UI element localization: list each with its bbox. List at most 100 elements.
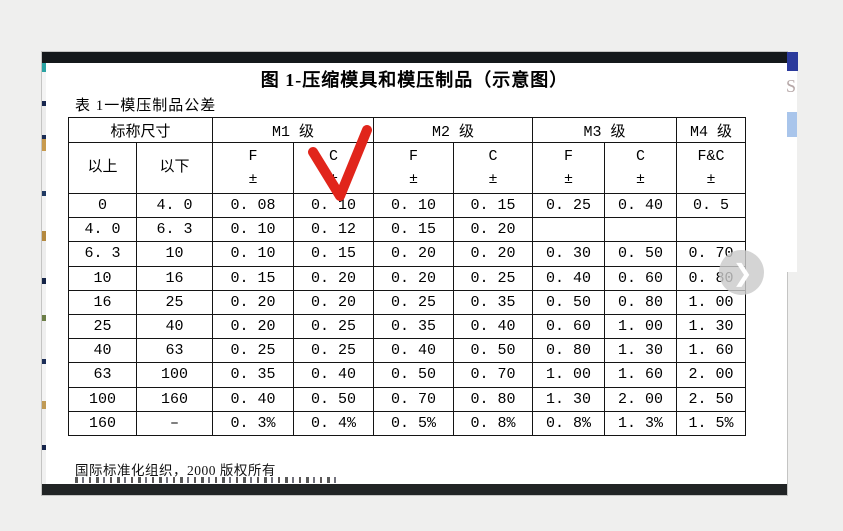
table-cell: 0. 20: [212, 289, 294, 315]
plus-minus-sign: ±: [563, 171, 573, 188]
table-cell: 0. 20: [453, 217, 533, 243]
table-cell: 0. 60: [604, 265, 677, 291]
table-cell: 0. 12: [293, 217, 374, 243]
column-header-cell: F ±: [212, 142, 294, 194]
table-cell: 100: [68, 386, 137, 412]
table-cell: 0. 80: [604, 289, 677, 315]
plus-minus-sign: ±: [328, 171, 338, 188]
left-edge-artifact: [42, 63, 46, 484]
table-cell: 0. 50: [373, 362, 454, 388]
table-cell: 0. 35: [373, 313, 454, 340]
table-cell: 0. 25: [453, 265, 533, 291]
group-header-cell: M2 级: [373, 117, 533, 143]
table-cell: 0. 70: [453, 362, 533, 388]
plus-minus-sign: ±: [488, 171, 498, 188]
table-cell: 0. 10: [212, 217, 294, 243]
table-cell: 0. 70: [373, 386, 454, 412]
table-cell: 63: [68, 362, 137, 388]
table-cell: 100: [136, 362, 213, 388]
column-header-cell: C ±: [453, 142, 533, 194]
table-cell: 0. 10: [293, 192, 374, 219]
document-window: 图 1-压缩模具和模压制品（示意图） 表 1一模压制品公差 标称尺寸 M1 级 M2…: [42, 52, 787, 495]
table-cell: 1. 30: [604, 338, 677, 364]
table-cell: 0. 80: [532, 338, 605, 364]
plus-minus-sign: ±: [248, 171, 258, 188]
table-cell: 0: [68, 192, 137, 219]
table-cell: 40: [68, 338, 137, 364]
table-cell: 4. 0: [136, 192, 213, 219]
table-group-header-row: 标称尺寸 M1 级 M2 级 M3 级 M4 级: [68, 117, 746, 143]
table-cell: 0. 50: [532, 289, 605, 315]
column-label: F: [248, 147, 258, 165]
table-cell: [676, 217, 746, 243]
next-page-button[interactable]: ❯: [719, 250, 764, 295]
table-cell: [532, 217, 605, 243]
group-header-cell: M4 级: [676, 117, 746, 143]
table-cell: 0. 15: [212, 265, 294, 291]
table-cell: 1. 00: [532, 362, 605, 388]
scrollbar-thumb[interactable]: [787, 112, 797, 137]
table-cell: 0. 15: [373, 217, 454, 243]
column-label: 以上: [87, 159, 118, 176]
table-cell: 0. 25: [293, 313, 374, 340]
table-cell: 1. 00: [604, 313, 677, 340]
table-cell: 160: [68, 410, 137, 436]
table-cell: 0. 5%: [373, 410, 454, 436]
table-cell: 0. 20: [373, 241, 454, 267]
table-cell: 0. 35: [453, 289, 533, 315]
table-cell: 0. 10: [373, 192, 454, 219]
table-cell: 0. 25: [212, 338, 294, 364]
table-row: 40 63 0. 25 0. 25 0. 40 0. 50 0. 80 1. 30 1. 60: [68, 338, 746, 364]
table-cell: 0. 35: [212, 362, 294, 388]
table-cell: [604, 217, 677, 243]
table-row: 100 160 0. 40 0. 50 0. 70 0. 80 1. 30 2. 00 2. 5…: [68, 386, 746, 412]
table-row: 16 25 0. 20 0. 20 0. 25 0. 35 0. 50 0. 80 1. 00: [68, 289, 746, 315]
table-row: 160–0. 3% 0. 4% 0. 5% 0. 8% 0. 8% 1. 3% 1. 5%: [68, 410, 746, 436]
table-cell: 4. 0: [68, 217, 137, 243]
table-row: 63 100 0. 35 0. 40 0. 50 0. 70 1. 00 1. 60 2. 00: [68, 362, 746, 388]
table-cell: 6. 3: [136, 217, 213, 243]
column-header-cell: F&C ±: [676, 142, 746, 194]
ghost-letter: S: [786, 76, 797, 96]
plus-minus-sign: ±: [635, 171, 645, 188]
table-cell: 0. 15: [293, 241, 374, 267]
table-cell: 2. 00: [676, 362, 746, 388]
table-cell: 0. 8%: [532, 410, 605, 436]
column-label: F: [408, 147, 418, 165]
table-cell: 0. 8%: [453, 410, 533, 436]
table-cell: 6. 3: [68, 241, 137, 267]
group-header-cell: M1 级: [212, 117, 374, 143]
table-row: 4. 0 6. 3 0. 10 0. 12 0. 15 0. 20: [68, 217, 746, 243]
table-row: 10 16 0. 15 0. 20 0. 20 0. 25 0. 40 0. 60 0. 80: [68, 265, 746, 291]
clipped-text-line: [75, 477, 337, 483]
scrollbar-track[interactable]: [787, 52, 797, 272]
table-cell: 0. 3%: [212, 410, 294, 436]
table-cell: 1. 3%: [604, 410, 677, 436]
copyright-footer: 国际标准化组织，2000 版权所有: [75, 463, 276, 478]
table-cell: 0. 15: [453, 192, 533, 219]
table-cell: 0. 25: [532, 192, 605, 219]
document-page: 图 1-压缩模具和模压制品（示意图） 表 1一模压制品公差 标称尺寸 M1 级 M2…: [42, 63, 787, 484]
table-cell: 0. 40: [373, 338, 454, 364]
table-cell: 0. 20: [212, 313, 294, 340]
table-cell: 0. 40: [293, 362, 374, 388]
table-cell: 0. 50: [604, 241, 677, 267]
window-bottom-bar: [42, 484, 787, 495]
table-cell: 160: [136, 386, 213, 412]
column-label: F: [563, 147, 573, 165]
tolerance-table: 标称尺寸 M1 级 M2 级 M3 级 M4 级 以上 以下 F ± C ± F ± C ± F ± C ± F&C…: [68, 117, 746, 436]
table-cell: 0. 4%: [293, 410, 374, 436]
table-cell: 40: [136, 313, 213, 340]
table-row: 6. 3 10 0. 10 0. 15 0. 20 0. 20 0. 30 0. 50 0. 7…: [68, 241, 746, 267]
table-cell: 0. 08: [212, 192, 294, 219]
chevron-right-icon: ❯: [732, 258, 753, 287]
column-label: C: [488, 147, 498, 165]
table-cell: 10: [136, 241, 213, 267]
table-cell: 0. 40: [604, 192, 677, 219]
table-cell: 25: [68, 313, 137, 340]
column-label: F&C: [697, 147, 725, 165]
column-label: C: [635, 147, 645, 165]
table-cell: 0. 20: [293, 265, 374, 291]
table-cell: 1. 60: [676, 338, 746, 364]
